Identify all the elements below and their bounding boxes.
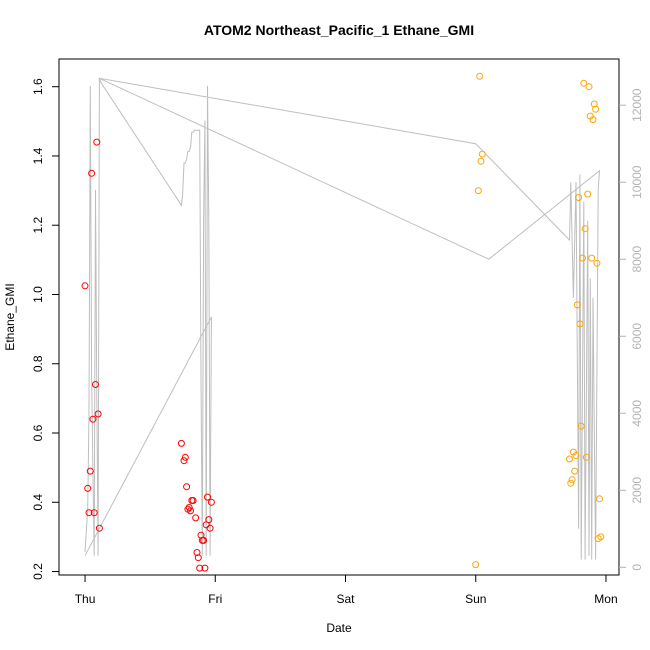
y2-tick-label: 2000 [630,477,644,504]
data-point [185,504,193,511]
x-tick-label: Sat [337,592,356,606]
y-tick-label: 1.6 [31,78,45,95]
data-point [93,138,101,146]
x-tick-label: Mon [594,592,617,606]
y-tick-label: 0.2 [31,563,45,580]
data-point [581,225,589,233]
data-point [92,381,99,388]
data-point [568,476,576,484]
data-point [585,83,593,91]
chart-title: ATOM2 Northeast_Pacific_1 Ethane_GMI [204,22,474,38]
data-point [187,507,194,515]
data-point [593,259,601,267]
data-point [472,561,480,569]
data-point [206,524,214,532]
points-layer [81,72,605,572]
y2-tick-label: 12000 [630,88,644,122]
y2-tick-label: 8000 [630,246,644,273]
data-point [579,254,586,262]
data-point [193,549,201,556]
data-point [572,452,580,459]
x-tick-label: Sun [465,592,486,606]
data-point [204,493,211,501]
data-point [89,415,97,423]
data-point [592,105,600,113]
data-point [183,483,191,491]
y-tick-label: 1.4 [31,147,45,164]
data-point [477,157,485,165]
x-axis: Thu Fri Sat Sun Mon [75,574,618,606]
y-tick-label: 0.4 [31,494,45,511]
y2-tick-label: 6000 [630,323,644,350]
data-point [478,150,486,158]
y2-tick-label: 4000 [630,400,644,427]
y-axis: 0.2 0.4 0.6 0.8 1.0 1.2 1.4 1.6 [31,78,59,580]
data-point [177,439,185,447]
y2-tick-label: 0 [630,564,644,571]
x-axis-label: Date [326,621,352,635]
data-point [86,467,94,475]
data-point [571,467,579,475]
data-point [95,524,103,532]
y-tick-label: 0.8 [31,355,45,372]
data-point [196,564,204,572]
data-point [81,282,89,290]
data-point [597,533,605,541]
data-point [575,194,583,201]
data-point [84,484,92,492]
x-tick-label: Fri [208,592,222,606]
data-point [192,514,200,522]
data-point [201,564,209,572]
data-point [577,422,585,430]
data-point [596,495,603,503]
data-point [88,169,96,177]
data-point [476,72,484,80]
data-point [180,457,188,465]
data-point [590,100,598,108]
y2-tick-label: 10000 [630,165,644,199]
y-tick-label: 1.2 [31,217,45,234]
data-point [474,187,482,195]
data-point [576,320,584,328]
data-point [584,190,592,198]
data-point [573,301,581,309]
altitude-line [84,77,601,560]
data-point [194,554,202,562]
y-axis-label: Ethane_GMI [3,283,17,350]
data-point [589,116,597,124]
y-tick-label: 0.6 [31,424,45,441]
data-point [588,254,596,262]
data-point [200,536,208,544]
data-point [189,497,197,504]
data-point [566,455,573,463]
plot-frame [58,58,620,576]
y-tick-label: 1.0 [31,286,45,303]
x-tick-label: Thu [75,592,96,606]
data-point [580,79,588,87]
data-point [181,453,189,461]
altitude-layer [84,77,601,560]
data-point [567,479,575,487]
data-point [94,410,102,418]
data-point [207,498,215,506]
data-point [90,509,98,517]
data-point [582,453,590,461]
data-point [205,516,213,524]
data-point [85,509,93,517]
y2-axis: 0 2000 4000 6000 8000 10000 12000 [619,88,644,571]
